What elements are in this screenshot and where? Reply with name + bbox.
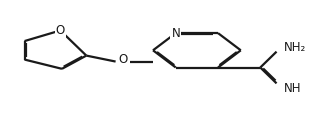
Text: N: N — [171, 27, 180, 40]
Text: O: O — [119, 53, 128, 66]
Text: NH: NH — [284, 82, 301, 95]
Text: O: O — [56, 24, 65, 37]
Text: NH₂: NH₂ — [284, 40, 306, 53]
